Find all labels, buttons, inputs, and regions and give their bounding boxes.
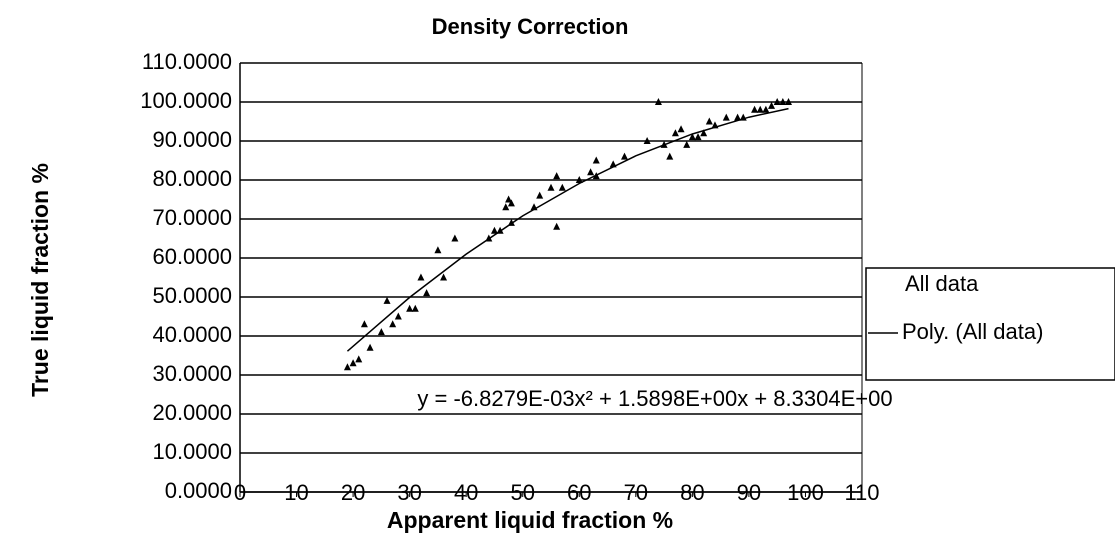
data-point [440,273,448,281]
y-tick-label: 70.0000 [152,205,232,230]
data-point [502,203,510,211]
legend-label: All data [905,271,979,296]
data-point [434,246,442,254]
data-point [756,105,764,113]
y-axis-label: True liquid fraction % [27,163,53,397]
data-point [547,183,555,191]
data-point [451,234,459,242]
data-point [592,156,600,164]
data-point [705,117,713,125]
data-point [666,152,674,160]
legend-label: Poly. (All data) [902,319,1043,344]
data-point [377,328,385,336]
data-point [553,172,561,180]
y-tick-label: 80.0000 [152,166,232,191]
data-point [394,312,402,320]
data-point [677,125,685,133]
data-point [575,176,583,183]
data-point [683,140,691,148]
data-point [406,304,414,312]
y-tick-label: 90.0000 [152,127,232,152]
data-point [423,289,431,297]
y-tick-label: 110.0000 [142,49,232,74]
data-point [784,98,792,105]
y-tick-label: 60.0000 [152,244,232,269]
data-point [553,222,561,230]
data-point [366,343,374,351]
y-tick-label: 40.0000 [152,322,232,347]
equation: y = -6.8279E-03x² + 1.5898E+00x + 8.3304… [417,386,892,411]
data-point [558,183,566,191]
data-point [536,191,544,199]
data-point [490,226,498,234]
data-point [355,355,363,363]
y-tick-label: 100.0000 [140,88,232,113]
chart-title: Density Correction [432,14,629,39]
data-point [722,113,730,121]
data-point [505,195,513,203]
data-point [349,359,357,367]
data-point [700,129,708,137]
data-point [411,304,419,312]
x-axis-label: Apparent liquid fraction % [387,507,673,533]
data-point [643,137,651,144]
data-point [762,105,770,113]
y-tick-label: 10.0000 [152,439,232,464]
data-point [360,320,368,328]
data-point [773,98,781,105]
y-tick-label: 30.0000 [152,361,232,386]
data-point [734,113,742,121]
data-point [671,129,679,137]
data-point [417,273,425,281]
data-point [779,98,787,105]
data-point [383,296,391,304]
y-tick-label: 0.0000 [165,478,232,503]
data-point [694,133,702,141]
data-point [654,98,662,105]
y-tick-label: 20.0000 [152,400,232,425]
data-point [507,199,515,207]
data-point [343,363,351,371]
data-point [621,152,629,160]
legend-box [865,267,1115,381]
data-point [768,101,776,109]
data-point [587,168,595,176]
data-point [389,320,397,328]
y-tick-label: 50.0000 [152,283,232,308]
trendline [346,107,789,352]
data-point [688,133,696,141]
data-point [751,105,759,113]
